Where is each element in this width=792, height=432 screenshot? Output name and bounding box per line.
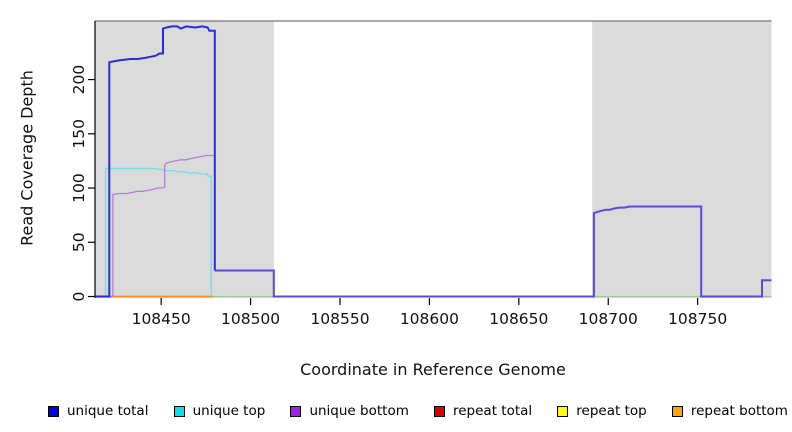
x-tick-label: 108450 xyxy=(132,310,191,328)
legend-label: repeat bottom xyxy=(690,403,788,419)
legend-swatch-icon xyxy=(48,405,59,417)
legend-item-repeat-total: repeat total xyxy=(433,403,533,419)
y-tick-label: 150 xyxy=(70,119,88,149)
x-tick-label: 108550 xyxy=(310,310,369,328)
legend-label: repeat total xyxy=(452,403,533,419)
legend-item-unique-bottom: unique bottom xyxy=(290,403,409,419)
x-tick-label: 108500 xyxy=(221,310,280,328)
y-tick-label: 0 xyxy=(70,292,88,302)
x-tick-label: 108650 xyxy=(489,310,548,328)
coverage-plot: 108450 108500 108550 108600 108650 108700 1087… xyxy=(70,20,772,328)
legend-label: unique bottom xyxy=(309,403,409,419)
legend-label: unique top xyxy=(192,403,266,419)
y-tick-label: 100 xyxy=(70,173,88,203)
y-axis-title: Read Coverage Depth xyxy=(17,70,37,246)
legend: unique total unique top unique bottom re… xyxy=(48,398,788,424)
legend-swatch-icon xyxy=(173,405,185,417)
series-line-unique-total xyxy=(95,25,216,298)
series-line-unique-bottom xyxy=(95,154,216,298)
legend-swatch-icon xyxy=(671,405,683,417)
y-tick-label: 50 xyxy=(70,232,88,252)
x-tick-label: 108700 xyxy=(579,310,638,328)
legend-swatch-icon xyxy=(290,405,302,417)
shaded-background-region xyxy=(592,21,772,298)
x-tick-label: 108750 xyxy=(668,310,727,328)
series-line-unique-top xyxy=(95,167,212,298)
legend-label: repeat top xyxy=(576,403,647,419)
x-tick-label: 108600 xyxy=(400,310,459,328)
legend-label: unique total xyxy=(67,403,149,419)
x-axis-title: Coordinate in Reference Genome xyxy=(300,360,566,379)
legend-item-repeat-top: repeat top xyxy=(557,403,647,419)
legend-swatch-icon xyxy=(557,405,569,417)
legend-item-unique-total: unique total xyxy=(48,403,148,419)
legend-swatch-icon xyxy=(433,405,445,417)
series-line-unique-total-unique-bottom-overlap xyxy=(214,205,772,298)
legend-item-unique-top: unique top xyxy=(173,403,266,419)
y-tick-label: 200 xyxy=(70,65,88,95)
legend-item-repeat-bottom: repeat bottom xyxy=(671,403,788,419)
